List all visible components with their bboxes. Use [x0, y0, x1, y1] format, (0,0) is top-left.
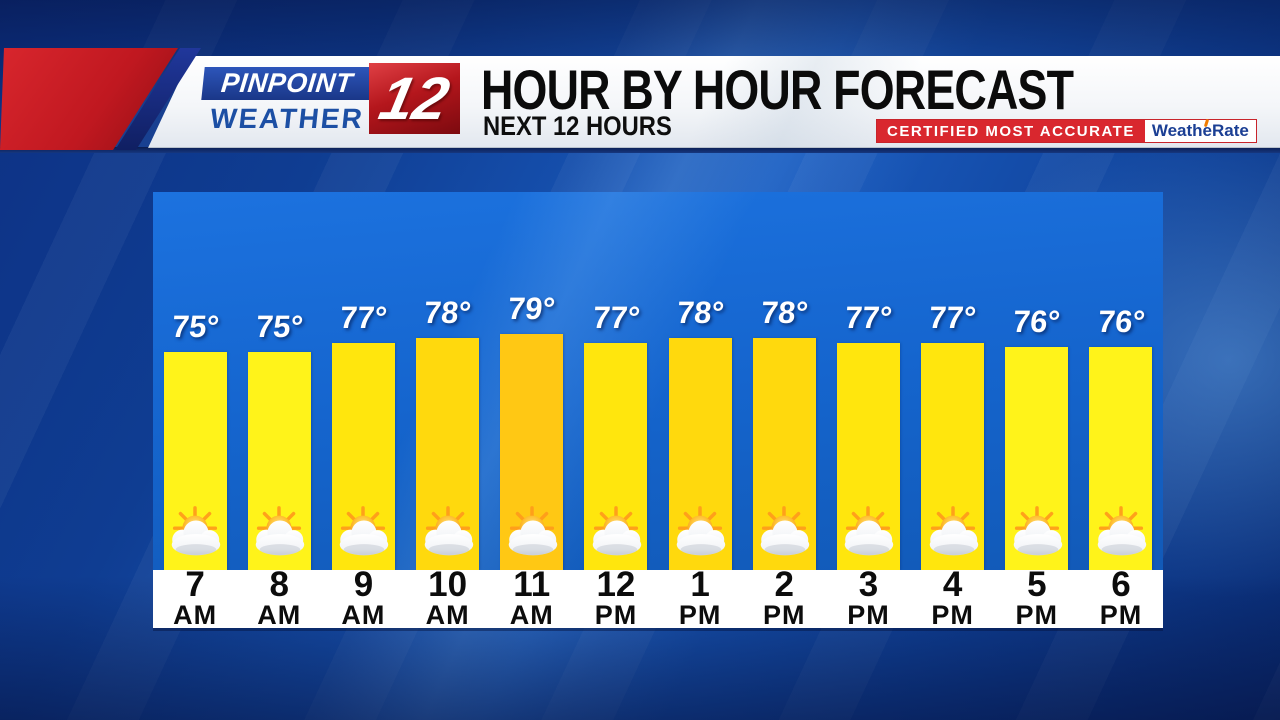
hour-period: PM [1099, 599, 1143, 630]
hour-number: 3 [858, 565, 879, 605]
hour-number: 6 [1111, 565, 1131, 605]
hour-period: PM [847, 599, 890, 630]
time-label: 7 AM [153, 565, 237, 630]
hour-period: AM [509, 599, 554, 630]
time-label: 2 PM [742, 565, 826, 630]
hour-period: AM [257, 599, 302, 630]
hour-number: 2 [774, 565, 795, 605]
hour-period: PM [763, 599, 806, 630]
weatherate-logo: WeatheRate [1144, 118, 1256, 142]
partly-cloudy-icon [156, 503, 234, 565]
partly-cloudy-icon [324, 503, 402, 565]
partly-cloudy-icon [829, 503, 907, 565]
time-label: 3 PM [826, 565, 910, 630]
partly-cloudy-icon [493, 503, 571, 565]
page-subtitle: NEXT 12 HOURS [483, 111, 672, 141]
forecast-column: 77° [826, 300, 910, 570]
hour-period: PM [678, 599, 722, 630]
partly-cloudy-icon [661, 503, 739, 565]
time-label: 6 PM [1079, 565, 1163, 630]
temperature-bar [1089, 347, 1153, 570]
temperature-bar [331, 342, 395, 570]
temperature-bar [247, 352, 311, 570]
hourly-forecast-chart: 75° [153, 192, 1163, 628]
temperature-bar [500, 333, 564, 570]
forecast-column: 75° [153, 309, 237, 570]
temperature-label: 76° [1096, 304, 1146, 340]
hour-number: 10 [428, 565, 468, 605]
time-label: 8 AM [237, 565, 321, 630]
forecast-column: 76° [1079, 304, 1163, 570]
forecast-column: 77° [321, 300, 405, 570]
partly-cloudy-icon [998, 503, 1076, 565]
temperature-label: 77° [927, 299, 978, 335]
partly-cloudy-icon [577, 503, 655, 565]
pinpoint-logo-line1: PINPOINT [219, 68, 355, 98]
time-label: 5 PM [995, 565, 1079, 630]
forecast-column: 77° [911, 300, 995, 570]
banner-shadow [0, 147, 1280, 153]
partly-cloudy-icon [1082, 503, 1160, 565]
temperature-label: 76° [1011, 304, 1062, 340]
hour-number: 7 [185, 565, 205, 605]
temperature-label: 77° [338, 299, 389, 335]
forecast-column: 75° [237, 309, 321, 570]
hour-period: PM [931, 599, 974, 630]
hour-period: AM [341, 599, 386, 630]
forecast-column: 78° [406, 295, 490, 570]
forecast-column: 77° [574, 300, 658, 570]
hour-period: AM [425, 599, 470, 630]
temperature-label: 78° [422, 295, 473, 331]
forecast-column: 78° [658, 295, 742, 570]
temperature-label: 75° [254, 309, 305, 344]
pinpoint-logo-line2: WEATHER [208, 103, 366, 134]
partly-cloudy-icon [914, 503, 992, 565]
temperature-bar [752, 338, 816, 570]
time-label: 1 PM [658, 565, 742, 630]
time-label: 11 AM [490, 565, 574, 630]
temperature-label: 75° [170, 309, 221, 344]
forecast-column: 76° [995, 304, 1079, 570]
temperature-label: 77° [591, 299, 641, 335]
hour-number: 4 [942, 565, 963, 605]
hour-number: 5 [1027, 565, 1047, 605]
hour-number: 12 [596, 565, 636, 605]
temperature-label: 77° [843, 299, 894, 335]
hour-number: 11 [513, 565, 551, 605]
hour-period: AM [173, 599, 218, 630]
forecast-column: 78° [742, 295, 826, 570]
temperature-bar [1005, 347, 1069, 570]
pinpoint-logo: PINPOINT [201, 67, 373, 100]
time-label: 4 PM [911, 565, 995, 630]
time-label: 10 AM [406, 565, 490, 630]
temperature-bar [836, 342, 900, 570]
certified-badge-label: CERTIFIED MOST ACCURATE [877, 120, 1145, 142]
time-label: 12 PM [574, 565, 658, 630]
temperature-bar [163, 352, 227, 570]
hour-number: 1 [690, 565, 710, 605]
temperature-label: 79° [506, 290, 557, 326]
partly-cloudy-icon [240, 503, 318, 565]
time-label: 9 AM [321, 565, 405, 630]
temperature-bar [584, 342, 648, 570]
temperature-bar [416, 338, 480, 570]
partly-cloudy-icon [745, 503, 823, 565]
forecast-column: 79° [490, 291, 574, 570]
hour-period: PM [1015, 599, 1059, 630]
temperature-bar [921, 342, 985, 570]
hour-number: 9 [353, 565, 374, 605]
temperature-bar [668, 338, 732, 570]
channel-12-logo: 12 [369, 63, 460, 134]
hour-period: PM [594, 599, 638, 630]
certified-badge: CERTIFIED MOST ACCURATE WeatheRate [876, 118, 1257, 143]
temperature-label: 78° [675, 295, 726, 331]
bars-row: 75° [153, 192, 1163, 570]
page-title: HOUR BY HOUR FORECAST [481, 58, 1074, 121]
time-strip: 7 AM 8 AM 9 AM 10 AM 11 AM 12 PM 1 PM 2 PM 3 PM 4 PM 5 PM 6 PM [153, 565, 1163, 630]
temperature-label: 78° [759, 295, 810, 331]
partly-cloudy-icon [409, 503, 487, 565]
hour-number: 8 [269, 565, 289, 605]
